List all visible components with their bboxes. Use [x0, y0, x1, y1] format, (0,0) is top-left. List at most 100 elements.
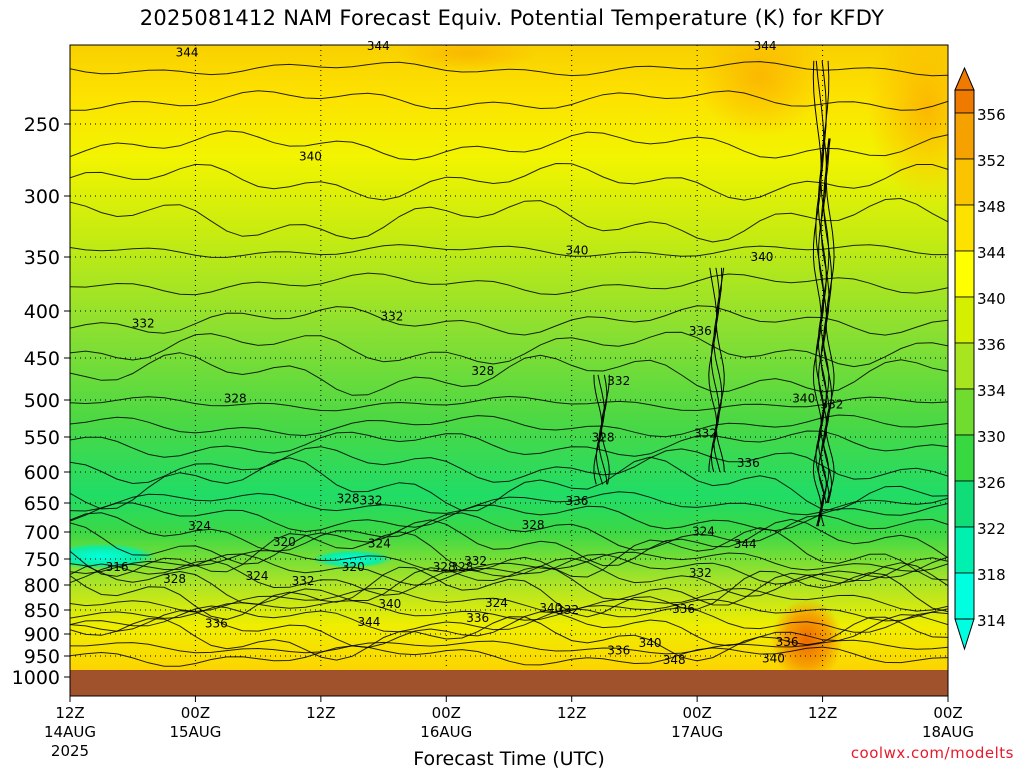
x-tick-date: 16AUG [420, 723, 472, 741]
y-tick-label: 600 [24, 462, 60, 484]
x-tick-label: 12Z [55, 704, 84, 722]
colorbar-swatch [954, 158, 975, 206]
contour-label: 328 [224, 391, 247, 405]
contour-label: 344 [357, 615, 380, 629]
colorbar-label: 344 [977, 244, 1006, 262]
colorbar-swatch [954, 480, 975, 528]
contour-label: 340 [750, 250, 773, 264]
contour-label: 336 [672, 602, 695, 616]
contour-label: 340 [539, 601, 562, 615]
contour-label: 328 [451, 560, 474, 574]
colorbar-label: 334 [977, 382, 1006, 400]
contour-label: 316 [106, 560, 129, 574]
colorbar-label: 340 [977, 290, 1006, 308]
x-tick-label: 12Z [808, 704, 837, 722]
contour-label: 348 [663, 653, 686, 667]
colorbar-swatch [954, 296, 975, 344]
contour-label: 340 [565, 244, 588, 258]
contour-label: 336 [776, 635, 799, 649]
contour-label: 344 [367, 39, 390, 53]
ground-surface [70, 670, 948, 696]
contour-label: 336 [689, 324, 712, 338]
colorbar: 356 352 348 344 340 336 334 330 326 322 318 314 [954, 66, 1006, 651]
contour-label: 336 [565, 494, 588, 508]
y-tick-label: 700 [24, 522, 60, 544]
y-tick-label: 750 [24, 549, 60, 571]
colorbar-label: 314 [977, 612, 1006, 630]
contour-label: 324 [368, 536, 391, 550]
contour-label: 328 [522, 518, 545, 532]
x-tick-label: 12Z [557, 704, 586, 722]
contour-label: 320 [273, 535, 296, 549]
contour-label: 336 [737, 456, 760, 470]
colorbar-label: 352 [977, 152, 1006, 170]
contour-label: 320 [342, 560, 365, 574]
source-credit: coolwx.com/modelts [850, 744, 1014, 762]
y-tick-label: 500 [24, 390, 60, 412]
contour-label: 332 [821, 398, 844, 412]
contour-label: 340 [762, 651, 785, 665]
x-tick-date: 18AUG [922, 723, 974, 741]
contour-label: 332 [607, 374, 630, 388]
contour-label: 328 [592, 430, 615, 444]
colorbar-swatch [954, 250, 975, 298]
contour-label: 340 [378, 597, 401, 611]
y-tick-label: 300 [24, 186, 60, 208]
contour-label: 332 [292, 574, 315, 588]
contour-label: 340 [639, 636, 662, 650]
contour-label: 332 [464, 554, 487, 568]
contour-label: 344 [734, 537, 757, 551]
y-tick-label: 900 [24, 624, 60, 646]
x-tick-label: 00Z [682, 704, 711, 722]
contour-label: 328 [163, 572, 186, 586]
contour-label: 328 [433, 560, 456, 574]
y-tick-label: 800 [24, 575, 60, 597]
contour-label: 336 [205, 616, 228, 630]
contour-label: 340 [299, 150, 322, 164]
x-tick-date: 17AUG [671, 723, 723, 741]
colorbar-swatch [954, 342, 975, 390]
y-tick-label: 400 [24, 301, 60, 323]
colorbar-swatch [954, 572, 975, 620]
colorbar-label: 356 [977, 106, 1006, 124]
contour-label: 332 [556, 603, 579, 617]
y-tick-label: 250 [24, 114, 60, 136]
colorbar-top-arrow [954, 66, 975, 91]
contour-label: 344 [754, 39, 777, 53]
contour-label: 324 [692, 524, 715, 538]
contour-label: 332 [132, 316, 155, 330]
contour-label: 344 [176, 45, 199, 59]
theta-e-field [70, 45, 948, 670]
colorbar-swatch [954, 204, 975, 252]
contour-label: 324 [485, 596, 508, 610]
contour-label: 340 [792, 391, 815, 405]
contour-label: 328 [337, 491, 360, 505]
y-tick-label: 950 [24, 646, 60, 668]
x-tick-label: 00Z [432, 704, 461, 722]
contour-label: 332 [360, 493, 383, 507]
y-tick-label: 350 [24, 247, 60, 269]
colorbar-swatch [954, 89, 975, 114]
colorbar-label: 336 [977, 336, 1006, 354]
contour-label: 328 [471, 364, 494, 378]
colorbar-swatch [954, 388, 975, 436]
contour-lines [70, 60, 948, 667]
x-axis-label: Forecast Time (UTC) [413, 748, 604, 768]
contour-label: 332 [694, 427, 717, 441]
y-tick-label: 650 [24, 493, 60, 515]
x-tick-label: 00Z [933, 704, 962, 722]
colorbar-swatch [954, 434, 975, 482]
y-axis: 2503003504004505005506006507007508008509… [12, 114, 70, 689]
plot-frame [69, 44, 949, 697]
x-tick-year: 2025 [51, 742, 89, 760]
colorbar-label: 348 [977, 198, 1006, 216]
x-tick-date: 14AUG [44, 723, 96, 741]
colorbar-swatch [954, 112, 975, 160]
contour-label: 336 [607, 643, 630, 657]
contour-label: 332 [380, 310, 403, 324]
colorbar-label: 326 [977, 474, 1006, 492]
chart-title: 2025081412 NAM Forecast Equiv. Potential… [139, 6, 885, 30]
colorbar-label: 330 [977, 428, 1006, 446]
